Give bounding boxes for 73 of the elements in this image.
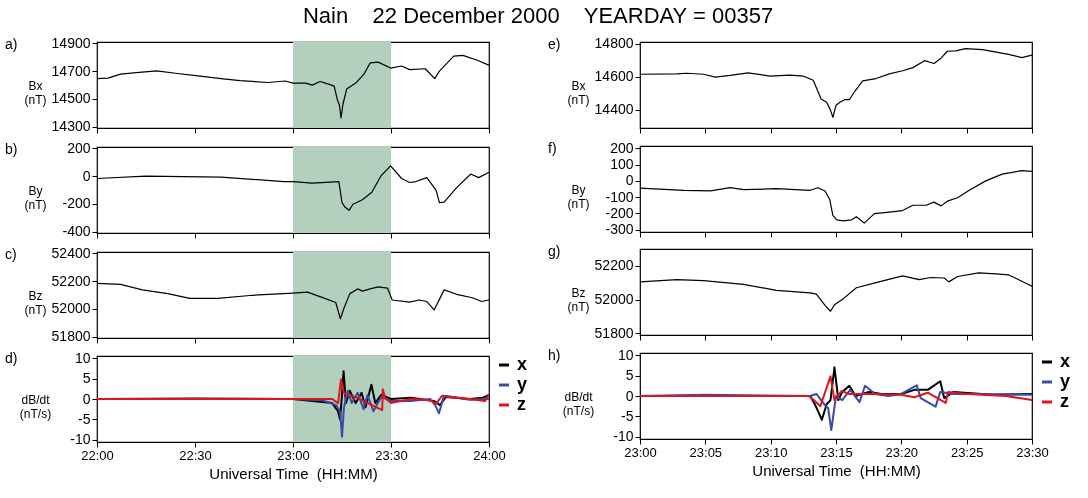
x-tick-label: 23:00 [624, 444, 657, 460]
x-tick-label: 23:25 [950, 444, 984, 460]
y-tick-label: 52200 [51, 272, 91, 289]
y-axis-title: dB/dt (nT/s) [562, 389, 595, 418]
y-tick-label: 14900 [51, 34, 91, 51]
y-axis-title: dB/dt (nT/s) [19, 392, 52, 421]
y-tick-label: -5 [621, 407, 634, 424]
x-tick-label: 23:30 [375, 447, 408, 463]
y-tick-label: 14700 [51, 62, 91, 79]
text: Nain 22 December 2000 YEARDAY = 00357 [302, 2, 774, 28]
text: b) [5, 141, 18, 157]
text: h) [548, 347, 561, 363]
x-tick-label: 23:15 [820, 444, 853, 460]
y-tick-label: -10 [70, 431, 91, 448]
y-tick-label: 0 [82, 167, 91, 184]
y-tick-label: -400 [62, 223, 91, 240]
y-tick-label: -200 [62, 195, 91, 212]
y-axis-title: By (nT) [24, 183, 47, 212]
y-tick-label: 52400 [51, 244, 91, 261]
y-tick-label: 10 [617, 346, 634, 363]
legend-label: y [517, 374, 528, 394]
y-tick-label: 52000 [51, 300, 91, 317]
legend-label: x [1060, 351, 1071, 371]
y-tick-label: 14800 [594, 35, 634, 52]
x-tick-label: 22:00 [81, 447, 114, 463]
text: f) [548, 140, 557, 156]
x-tick-label: 23:00 [277, 447, 310, 463]
y-tick-label: 14600 [594, 68, 634, 85]
text: e) [548, 36, 561, 52]
y-tick-label: 52000 [594, 291, 634, 308]
x-axis-title: Universal Time (HH:MM) [209, 464, 378, 482]
y-axis-title: Bz (nT) [567, 285, 590, 314]
y-tick-label: 14500 [51, 90, 91, 107]
line-series [640, 375, 1032, 408]
y-tick-label: -300 [605, 221, 634, 238]
y-tick-label: 14300 [51, 118, 91, 135]
x-tick-label: 24:00 [473, 447, 506, 463]
y-tick-label: 52200 [594, 257, 634, 274]
x-axis-title: Universal Time (HH:MM) [752, 461, 921, 479]
x-tick-label: 23:10 [754, 444, 788, 460]
x-tick-label: 23:30 [1016, 444, 1049, 460]
x-tick-label: 23:05 [689, 444, 723, 460]
y-tick-label: -100 [605, 188, 634, 205]
legend-label: x [517, 354, 528, 374]
y-tick-label: -5 [78, 410, 91, 427]
y-tick-label: 10 [74, 349, 91, 366]
text: a) [5, 36, 18, 52]
legend-label: z [517, 394, 526, 414]
text: c) [5, 246, 17, 262]
legend-label: z [1060, 391, 1069, 411]
y-tick-label: 0 [625, 387, 634, 404]
y-tick-label: 200 [610, 139, 634, 156]
y-tick-label: 200 [67, 139, 91, 156]
y-tick-label: 14400 [594, 101, 634, 118]
legend-label: y [1060, 371, 1071, 391]
y-tick-label: 51800 [51, 328, 91, 345]
text: g) [548, 243, 561, 259]
x-tick-label: 22:30 [179, 447, 212, 463]
y-tick-label: 51800 [594, 324, 634, 341]
y-tick-label: 0 [625, 172, 634, 189]
x-tick-label: 23:20 [885, 444, 919, 460]
y-tick-label: -200 [605, 204, 634, 221]
y-tick-label: 100 [610, 156, 634, 173]
y-axis-title: Bx (nT) [567, 78, 590, 107]
y-tick-label: -10 [613, 428, 634, 445]
y-axis-title: Bx (nT) [24, 78, 47, 107]
line-series [97, 378, 489, 412]
y-tick-label: 5 [625, 367, 634, 384]
y-axis-title: By (nT) [567, 182, 590, 211]
y-tick-label: 0 [82, 390, 91, 407]
y-tick-label: 5 [82, 370, 91, 387]
y-axis-title: Bz (nT) [24, 288, 47, 317]
text: d) [5, 350, 18, 366]
